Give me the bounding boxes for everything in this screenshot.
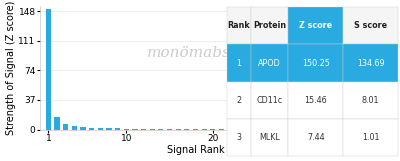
Bar [251, 119, 288, 156]
Bar [343, 119, 398, 156]
Text: 1: 1 [236, 59, 241, 68]
Bar [106, 128, 112, 129]
Bar [251, 7, 288, 44]
Text: 15.46: 15.46 [304, 96, 327, 105]
Bar [115, 128, 120, 129]
Text: Protein: Protein [253, 21, 286, 30]
Text: 3: 3 [236, 133, 241, 142]
Bar [251, 82, 288, 119]
Bar [251, 44, 288, 82]
Text: 7.44: 7.44 [307, 133, 325, 142]
Y-axis label: Strength of Signal (Z score): Strength of Signal (Z score) [6, 0, 16, 135]
Bar [46, 9, 51, 129]
Text: 8.01: 8.01 [362, 96, 379, 105]
Bar [227, 82, 251, 119]
Bar [343, 44, 398, 82]
Text: Rank: Rank [228, 21, 250, 30]
Bar [288, 119, 343, 156]
Text: 2: 2 [236, 96, 241, 105]
Bar [80, 127, 86, 129]
Text: APOD: APOD [258, 59, 281, 68]
Bar [54, 117, 60, 129]
Text: 134.69: 134.69 [357, 59, 384, 68]
Bar [227, 44, 251, 82]
Bar [227, 119, 251, 156]
Text: S score: S score [354, 21, 387, 30]
Bar [288, 7, 343, 44]
Bar [72, 126, 77, 129]
Bar [98, 128, 103, 129]
Text: 150.25: 150.25 [302, 59, 330, 68]
Bar [89, 128, 94, 129]
Bar [288, 82, 343, 119]
Text: MLKL: MLKL [259, 133, 280, 142]
Bar [343, 7, 398, 44]
Text: Z score: Z score [299, 21, 332, 30]
Text: monömabs: monömabs [147, 46, 231, 60]
Bar [343, 82, 398, 119]
Bar [288, 44, 343, 82]
X-axis label: Signal Rank (Top 40): Signal Rank (Top 40) [167, 145, 267, 155]
Text: CD11c: CD11c [256, 96, 283, 105]
Bar [63, 123, 68, 129]
Bar [227, 7, 251, 44]
Text: 1.01: 1.01 [362, 133, 379, 142]
